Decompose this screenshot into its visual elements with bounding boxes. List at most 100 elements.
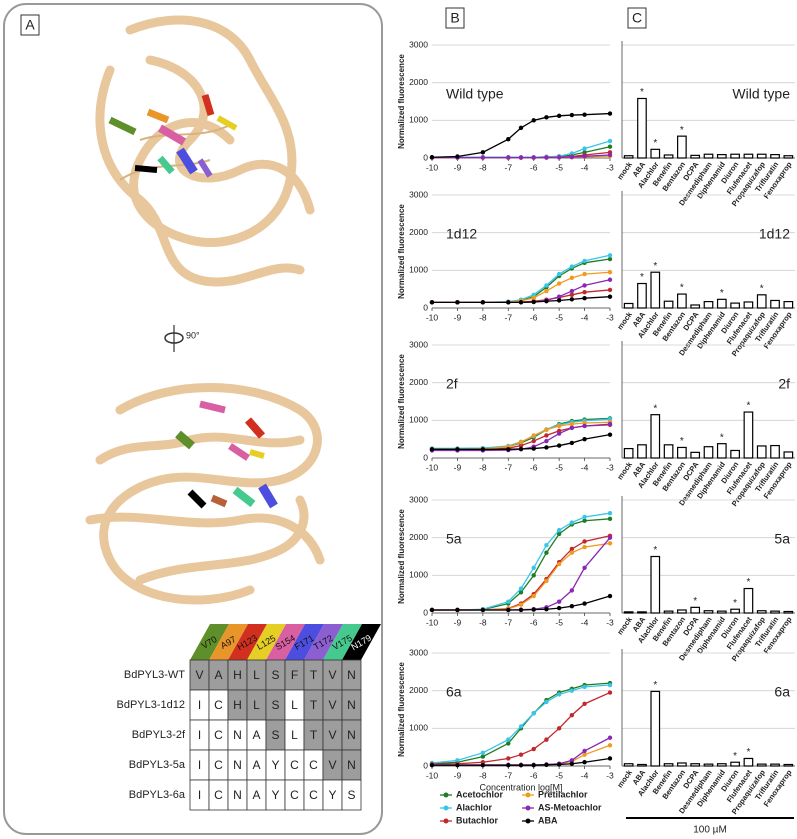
rotation-arrow [164,325,184,352]
data-point [569,712,575,718]
bar [637,282,647,309]
data-point [569,112,575,118]
cell-text: Y [328,788,336,802]
legend-label: ABA [538,815,558,825]
data-point [607,535,613,540]
cell-text: L [253,668,260,682]
cell-text: S [271,668,279,682]
bar [650,690,661,767]
data-point [506,756,511,761]
y-tick-label: 0 [423,607,428,617]
data-point [518,155,524,160]
row-label: BdPYL3-WT [124,669,185,681]
cell-text: T [310,668,318,682]
bar [677,293,687,309]
panel-annotation: 1d12 [446,226,477,242]
data-point [531,593,536,599]
bar [690,304,701,309]
data-point [582,146,587,151]
panel-annotation: 5a [774,531,790,547]
x-tick-label: -3 [606,462,614,472]
data-point [607,253,613,258]
significance-label: * [733,598,737,609]
significance-label: * [653,545,657,556]
row-label: BdPYL3-6a [129,789,186,801]
data-point [582,760,587,765]
data-point [582,518,587,523]
data-point [569,550,575,555]
data-point [531,292,536,298]
data-point [607,417,613,422]
data-point [544,737,549,742]
data-point [607,421,613,427]
cell-text: I [198,728,201,742]
x-tick-label: -3 [606,770,614,780]
x-tick-label: -7 [505,312,513,322]
legend-label: Acetochlor [456,789,504,799]
data-point [582,544,587,550]
x-tick-label: -3 [606,162,614,172]
data-point [607,743,613,748]
y-tick-label: 1000 [409,570,428,580]
data-point [607,432,613,437]
x-tick-label: -4 [581,312,589,322]
y-tick-label: 2000 [409,377,428,387]
significance-label: * [640,272,644,283]
data-point [544,433,549,438]
data-point [582,748,587,754]
bar [690,763,701,767]
x-tick-label: -10 [426,162,439,172]
x-tick-label: -4 [581,462,589,472]
x-tick-label: -6 [530,617,538,627]
significance-label: * [720,432,724,443]
bar [716,763,727,767]
cell-text: C [309,788,318,802]
protein-structure-side [85,383,325,605]
cell-text: F [291,668,298,682]
x-tick-label: -8 [479,162,487,172]
column-header-band [228,624,267,660]
bar [743,301,754,309]
cell-text: L [291,698,298,712]
data-point [569,288,575,294]
cell-text: I [198,758,201,772]
significance-label: * [640,87,644,98]
x-tick-label: -9 [454,462,462,472]
y-tick-label: 3000 [409,647,428,657]
cell-text: N [233,758,242,772]
data-point [531,438,536,444]
cell-text: S [271,728,279,742]
data-point [455,758,460,763]
significance-label: * [693,596,697,607]
x-tick-label: -4 [581,617,589,627]
bar [637,444,647,459]
scale-bar-label: 100 µM [693,825,727,836]
bar [730,449,740,459]
bar [677,762,687,767]
data-point [556,692,562,697]
cell-text: Y [271,758,279,772]
data-point [506,607,511,613]
y-tick-label: 1000 [409,723,428,733]
bar [650,555,661,614]
x-tick-label: -10 [426,312,439,322]
x-axis-label: Concentration log[M] [479,782,562,792]
data-point [518,439,524,445]
data-point [569,520,575,525]
legend-marker [525,792,531,798]
y-tick-label: 3000 [409,494,428,504]
data-point [582,565,587,570]
significance-label: * [746,577,750,588]
cell-text: L [291,728,298,742]
data-point [455,607,460,613]
bar [716,154,727,159]
data-point [544,438,549,444]
cell-text: C [290,788,299,802]
data-point [569,588,575,593]
x-tick-label: -7 [505,162,513,172]
bar [637,97,647,159]
data-point [518,125,524,131]
data-point [607,287,613,293]
bar [690,154,701,159]
bar [690,606,701,614]
